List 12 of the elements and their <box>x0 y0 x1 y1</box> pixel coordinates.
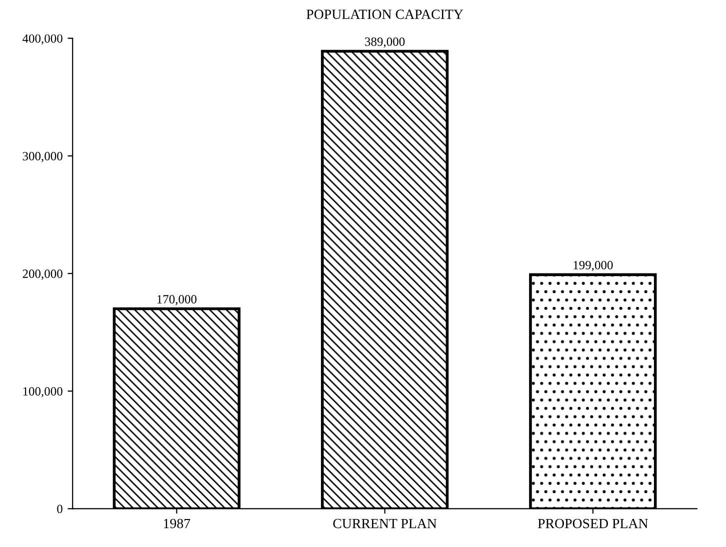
data-label: 170,000 <box>157 295 196 306</box>
y-tick-label: 100,000 <box>23 387 62 398</box>
data-label: 389,000 <box>365 37 405 48</box>
chart-title: POPULATION CAPACITY <box>306 10 464 19</box>
y-tick-label: 0 <box>57 504 62 514</box>
y-tick-label: 300,000 <box>22 152 62 162</box>
x-tick-label: CURRENT PLAN <box>333 518 437 528</box>
y-tick-label: 200,000 <box>22 270 62 280</box>
y-tick-label: 400,000 <box>22 34 62 45</box>
data-label: 199,000 <box>574 260 613 272</box>
x-tick-label: 1987 <box>164 518 190 528</box>
x-tick-label: PROPOSED PLAN <box>538 518 648 528</box>
